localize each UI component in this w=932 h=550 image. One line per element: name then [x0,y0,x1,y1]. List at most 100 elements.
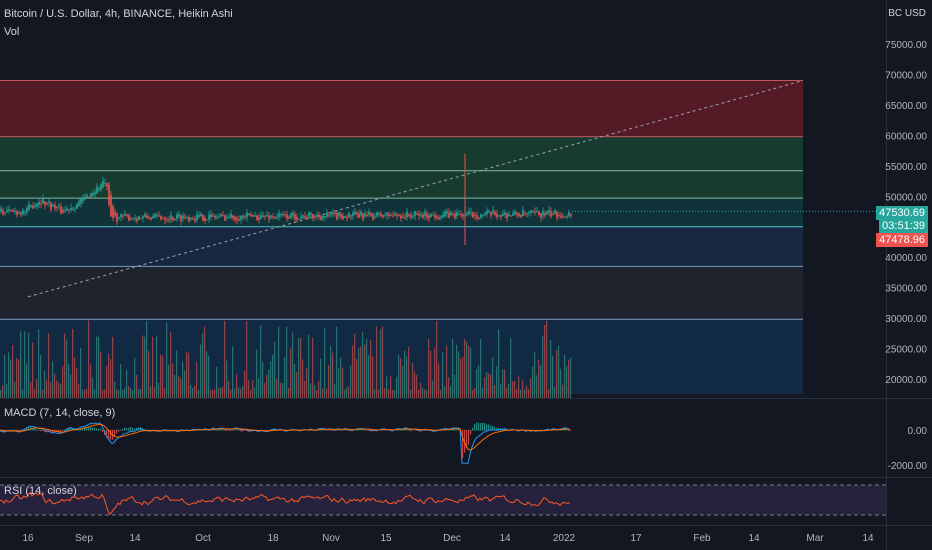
candle-body [474,214,476,216]
candle-body [484,212,486,216]
candle-body [246,212,248,218]
macd-hist-bar [64,429,66,431]
volume-bar [360,346,362,398]
candle-body [348,212,350,218]
volume-bar [230,389,232,398]
macd-hist-bar [410,430,412,432]
volume-bar [556,349,558,398]
volume-bar [128,386,130,398]
candle-body [108,184,110,205]
volume-bar [508,383,510,398]
volume-bar [482,387,484,398]
volume-bar [174,374,176,398]
y-tick-label: 55000.00 [885,162,927,173]
volume-bar [390,376,392,398]
candle-body [172,217,174,221]
candle-body [86,195,88,199]
volume-bar [480,339,482,398]
macd-hist-bar [234,429,236,431]
macd-hist-bar [456,429,458,431]
candle-body [314,215,316,217]
candle-body [274,216,276,219]
candle-body [244,216,246,218]
volume-bar [188,352,190,398]
x-tick-label: Oct [195,533,211,544]
volume-bar [484,377,486,398]
candle-body [424,211,426,217]
volume-bar [566,366,568,398]
candle-body [96,186,98,194]
macd-hist-bar [230,430,232,431]
volume-bar [450,386,452,398]
currency-label[interactable]: BC USD [888,8,926,19]
volume-bar [538,359,540,398]
candle-body [410,215,412,218]
volume-bar [374,389,376,398]
volume-bar [8,352,10,398]
macd-hist-bar [490,425,492,431]
volume-bar [464,339,466,398]
candle-body [420,214,422,216]
candle-body [300,216,302,219]
candle-body [264,216,266,218]
candle-body [388,214,390,217]
volume-bar [30,382,32,398]
macd-hist-bar [480,422,482,431]
volume-bar [542,335,544,398]
candle-body [358,213,360,218]
macd-hist-bar [558,429,560,431]
volume-bar [336,326,338,398]
volume-bar [152,336,154,398]
volume-bar [190,385,192,398]
candle-body [130,218,132,220]
volume-bar [142,335,144,398]
macd-hist-bar [482,422,484,431]
macd-hist-bar [408,429,410,431]
macd-hist-bar [468,430,470,445]
volume-bar [356,358,358,398]
candle-body [140,217,142,219]
candle-body [148,216,150,218]
volume-bar [514,380,516,398]
volume-bar [528,389,530,398]
volume-bar [54,373,56,398]
volume-bar [252,379,254,398]
macd-hist-bar [416,430,418,431]
volume-bar [246,320,248,398]
volume-bar [34,388,36,398]
volume-bar [182,361,184,398]
volume-bar [328,364,330,398]
volume-bar [500,384,502,398]
candle-body [124,213,126,216]
macd-hist-bar [322,429,324,431]
volume-bar [22,389,24,398]
candle-body [252,215,254,217]
volume-bar [354,333,356,398]
candle-body [176,214,178,219]
y-tick-label: 75000.00 [885,40,927,51]
candle-body [294,214,296,220]
volume-bar [202,333,204,398]
volume-bar [298,338,300,398]
candle-body [500,215,502,217]
candle-body [490,211,492,216]
macd-hist-bar [16,430,18,431]
volume-bar [64,333,66,398]
candle-body [468,211,470,215]
volume-bar [424,389,426,398]
macd-hist-bar [462,430,464,459]
volume-bar [162,355,164,398]
macd-hist-bar [564,428,566,431]
macd-hist-bar [58,430,60,433]
volume-bar [106,365,108,398]
volume-bar [370,340,372,398]
candle-body [46,202,48,204]
candle-body [282,214,284,216]
macd-hist-bar [562,429,564,431]
volume-bar [452,338,454,398]
macd-hist-bar [108,430,110,440]
candle-body [214,215,216,218]
candle-body [298,218,300,220]
macd-hist-bar [18,430,20,432]
